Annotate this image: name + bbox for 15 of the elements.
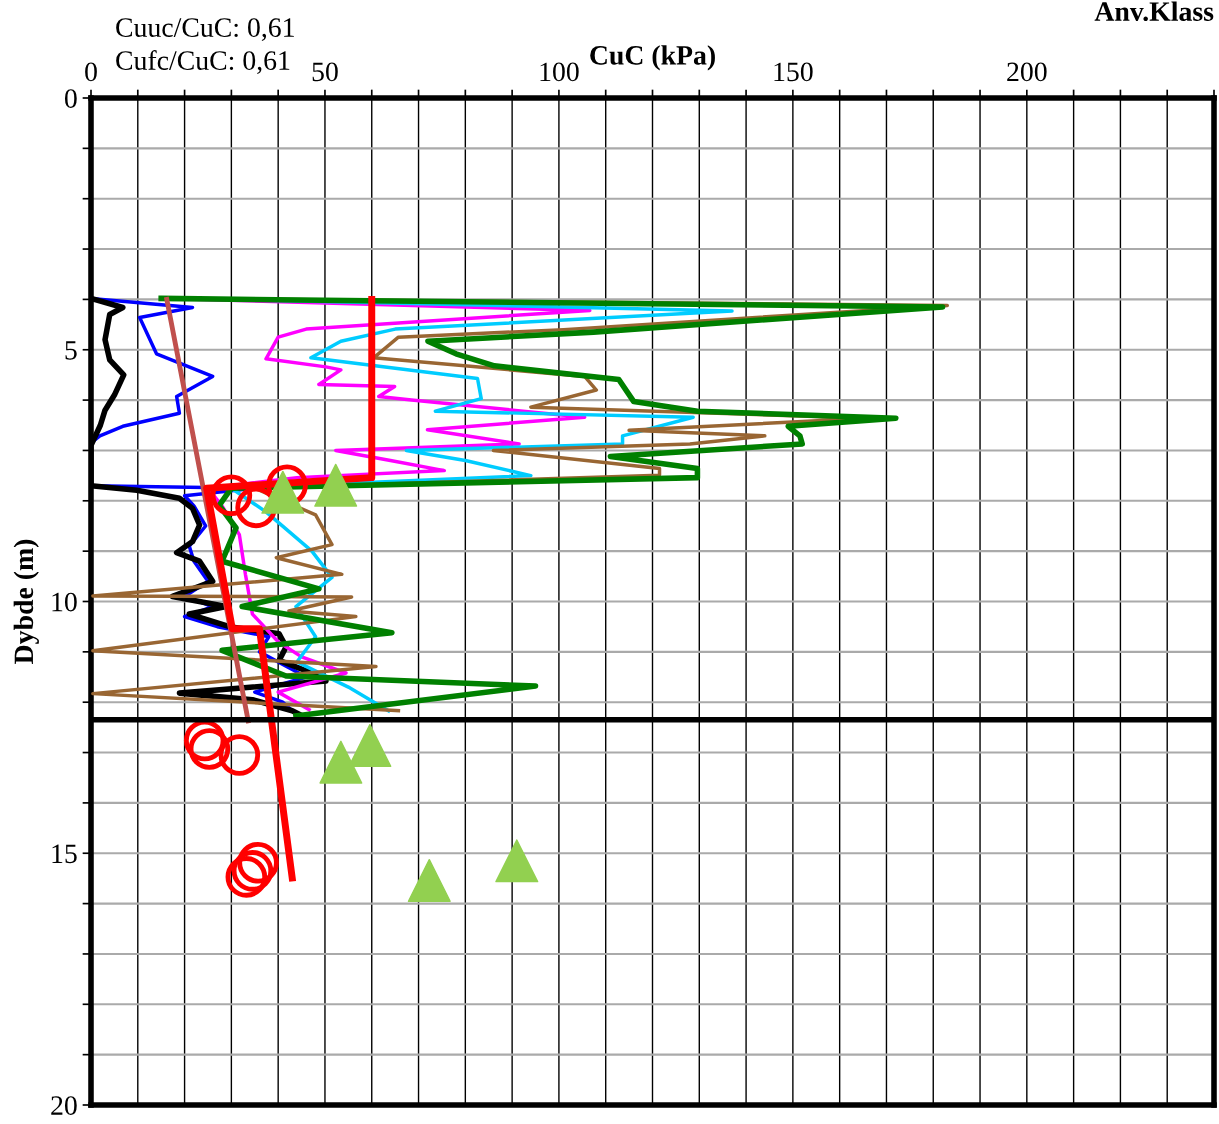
y-tick-label: 15 [52, 844, 77, 864]
text: Cuuc/CuC: 0,61 [116, 18, 294, 41]
y-tick-label: 20 [51, 1096, 77, 1115]
x-tick-label: 0 [85, 62, 97, 82]
x-tick-label: 150 [774, 62, 813, 82]
x-tick-label: 50 [312, 62, 338, 82]
y-axis-title: Dybde (m) [13, 539, 39, 664]
y-tick-label: 5 [65, 341, 77, 360]
x-tick-label: 100 [540, 62, 579, 82]
text: Cufc/CuC: 0,61 [116, 50, 290, 74]
y-tick-label: 0 [64, 89, 77, 108]
y-tick-label: 10 [52, 592, 77, 612]
text: Anv.Klass [1094, 1, 1214, 22]
x-axis-title: CuC (kPa) [590, 45, 715, 71]
x-tick-label: 200 [1007, 62, 1047, 82]
